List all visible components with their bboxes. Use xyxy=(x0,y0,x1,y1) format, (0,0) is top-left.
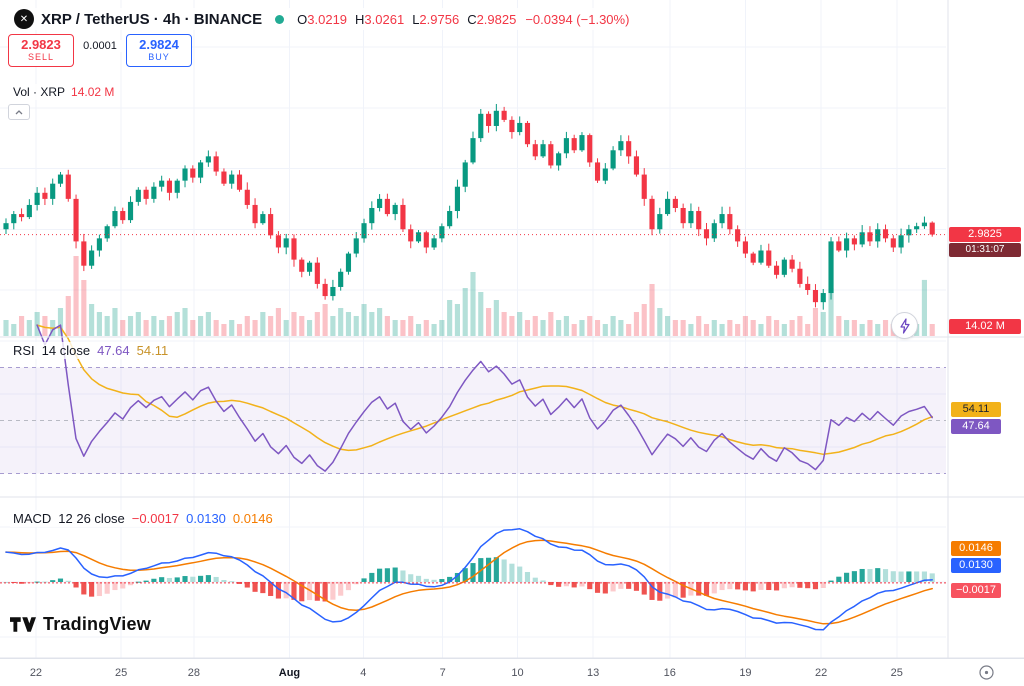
last-price-badge: 2.9825 xyxy=(949,227,1021,242)
lightning-icon xyxy=(899,317,910,334)
open-value: 3.0219 xyxy=(307,11,348,27)
close-value: 2.9825 xyxy=(476,11,517,27)
time-tick-label: 25 xyxy=(114,667,128,679)
volume-legend[interactable]: Vol · XRP 14.02 M xyxy=(10,84,118,100)
rsi-ma-badge: 54.11 xyxy=(951,402,1001,417)
tradingview-logo-icon xyxy=(10,617,36,632)
macd-hist-value: −0.0017 xyxy=(131,511,180,526)
time-tick-label: 19 xyxy=(739,667,752,679)
sell-price: 2.9823 xyxy=(21,37,61,53)
time-tick-label: 10 xyxy=(511,667,524,679)
macd-params: 12 26 close xyxy=(58,511,125,526)
time-tick-label: 7 xyxy=(439,667,446,679)
buy-price: 2.9824 xyxy=(139,37,179,53)
bar-countdown-badge: 01:31:07 xyxy=(949,243,1021,257)
trade-buttons: 2.9823 SELL 0.0001 2.9824 BUY xyxy=(8,34,192,67)
xrp-logo-icon: ✕ xyxy=(14,9,34,29)
tradingview-logo[interactable]: TradingView xyxy=(10,614,151,635)
collapse-pane-button[interactable] xyxy=(8,104,30,120)
sell-button[interactable]: 2.9823 SELL xyxy=(8,34,74,67)
macd-hist-badge: −0.0017 xyxy=(951,583,1001,598)
ohlc-values: O3.0219 H3.0261 L2.9756 C2.9825 xyxy=(297,12,516,27)
macd-line-value: 0.0130 xyxy=(186,511,226,526)
volume-label: Vol · XRP xyxy=(13,85,66,99)
sell-label: SELL xyxy=(27,51,55,62)
macd-signal-value: 0.0146 xyxy=(232,511,273,526)
close-label: C xyxy=(467,11,477,27)
chevron-up-icon xyxy=(15,109,23,114)
rsi-name: RSI xyxy=(13,343,35,358)
candles xyxy=(3,103,935,310)
rsi-value-badge: 47.64 xyxy=(951,419,1001,434)
rsi-params: 14 close xyxy=(41,343,91,358)
volume-value: 14.02 M xyxy=(71,85,115,99)
buy-label: BUY xyxy=(148,51,170,62)
time-axis[interactable]: 22 25 28 Aug 4 7 10 13 16 19 22 25 xyxy=(0,658,1024,686)
volume-badge: 14.02 M xyxy=(949,319,1021,334)
macd-line-badge: 0.0130 xyxy=(951,558,1001,573)
rsi-ma-value: 54.11 xyxy=(136,343,169,358)
low-value: 2.9756 xyxy=(419,11,460,27)
volume-bars xyxy=(3,256,935,336)
time-tick-label: 25 xyxy=(890,667,903,679)
time-tick-label: 13 xyxy=(587,667,600,679)
macd-name: MACD xyxy=(13,511,52,526)
time-tick-label: Aug xyxy=(278,667,301,679)
time-tick-label: 28 xyxy=(187,667,201,679)
rsi-value: 47.64 xyxy=(97,343,130,358)
time-tick-label: 22 xyxy=(815,667,828,679)
change-value: −0.0394 (−1.30%) xyxy=(525,11,630,27)
market-status-icon xyxy=(275,14,285,24)
high-label: H xyxy=(355,11,365,27)
symbol-legend[interactable]: ✕ XRP / TetherUS · 4h · BINANCE O3.0219 … xyxy=(10,8,634,30)
rsi-legend[interactable]: RSI 14 close 47.64 54.11 xyxy=(10,342,172,359)
gridlines xyxy=(0,0,946,658)
go-to-realtime-button[interactable] xyxy=(976,662,996,682)
low-label: L xyxy=(412,11,420,27)
macd-signal-badge: 0.0146 xyxy=(951,541,1001,556)
time-tick-label: 16 xyxy=(663,667,676,679)
rsi-lines xyxy=(36,324,933,472)
circle-dot-icon xyxy=(978,664,994,680)
symbol-title: XRP / TetherUS · 4h · BINANCE xyxy=(41,10,263,28)
rsi-band xyxy=(0,367,946,474)
time-tick-label: 4 xyxy=(360,667,367,679)
macd-lines xyxy=(5,528,933,631)
macd-legend[interactable]: MACD 12 26 close −0.0017 0.0130 0.0146 xyxy=(10,510,276,527)
macd-histogram xyxy=(3,557,935,602)
time-tick-label: 22 xyxy=(29,667,43,679)
buy-button[interactable]: 2.9824 BUY xyxy=(126,34,192,67)
open-label: O xyxy=(297,11,308,27)
high-value: 3.0261 xyxy=(364,11,405,27)
tradingview-logo-text: TradingView xyxy=(43,614,151,634)
spread-value: 0.0001 xyxy=(74,40,126,52)
quick-trade-button[interactable] xyxy=(891,312,918,339)
